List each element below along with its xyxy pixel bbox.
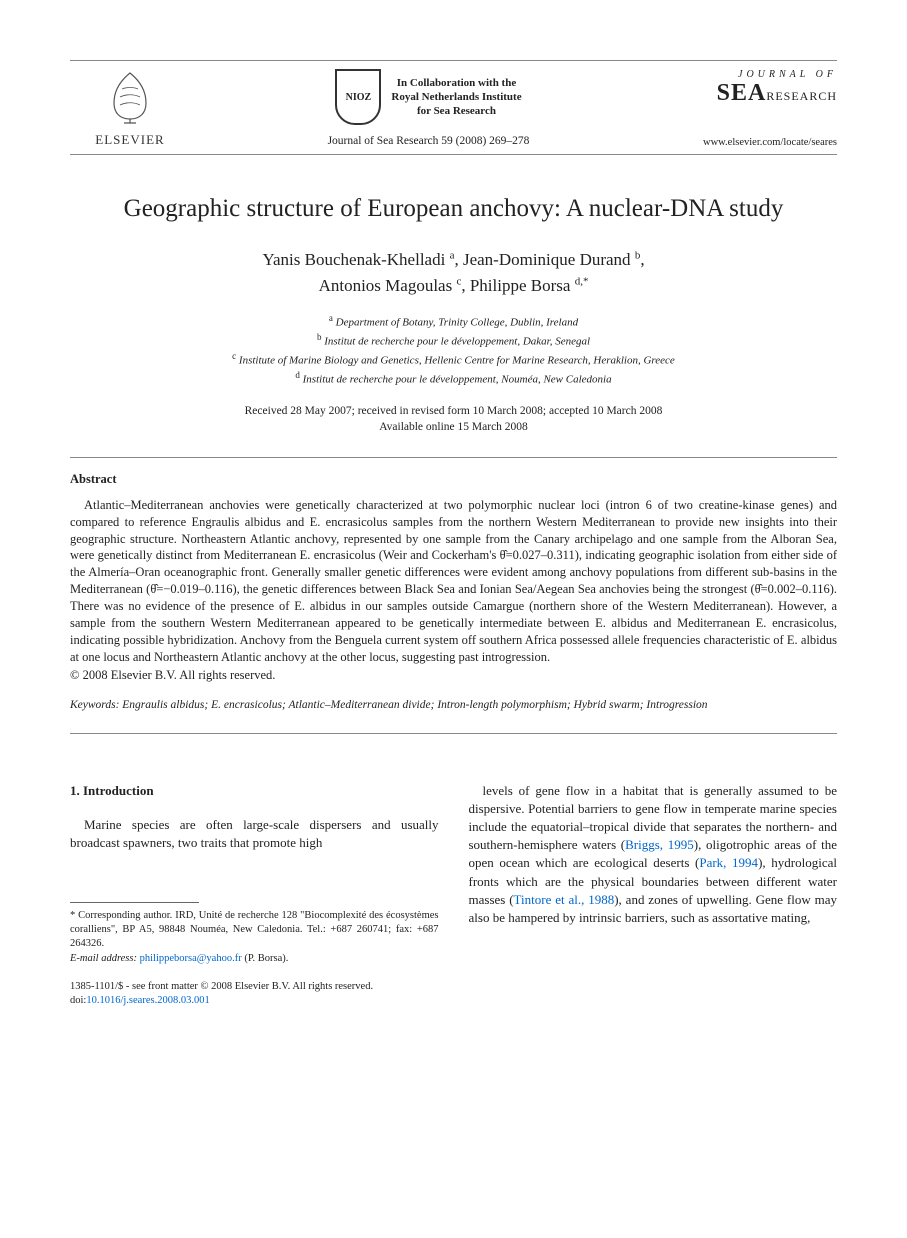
email-link[interactable]: philippeborsa@yahoo.fr xyxy=(140,953,242,964)
abstract-body: Atlantic–Mediterranean anchovies were ge… xyxy=(70,497,837,666)
author-1: Yanis Bouchenak-Khelladi xyxy=(262,250,449,269)
nioz-row: NIOZ In Collaboration with the Royal Net… xyxy=(200,69,657,125)
abstract-copyright: © 2008 Elsevier B.V. All rights reserved… xyxy=(70,668,837,683)
affil-c: Institute of Marine Biology and Genetics… xyxy=(239,355,675,367)
doi-label: doi: xyxy=(70,995,86,1006)
rule-above-abstract xyxy=(70,457,837,458)
email-suffix: (P. Borsa). xyxy=(242,953,289,964)
intro-col1-p1: Marine species are often large-scale dis… xyxy=(70,816,439,852)
author-sep3: , Philippe Borsa xyxy=(461,276,574,295)
doi-link[interactable]: 10.1016/j.seares.2008.03.001 xyxy=(86,995,209,1006)
collab-text: In Collaboration with the Royal Netherla… xyxy=(391,76,521,119)
article-dates: Received 28 May 2007; received in revise… xyxy=(70,403,837,435)
elsevier-tree-icon xyxy=(100,69,160,132)
column-left: 1. Introduction Marine species are often… xyxy=(70,782,439,1009)
affil-a: Department of Botany, Trinity College, D… xyxy=(336,317,579,329)
intro-heading: 1. Introduction xyxy=(70,782,439,800)
rule-below-keywords xyxy=(70,733,837,734)
journal-url: www.elsevier.com/locate/seares xyxy=(667,137,837,148)
issn-line: 1385-1101/$ - see front matter © 2008 El… xyxy=(70,980,439,994)
journal-brand-top: JOURNAL OF xyxy=(667,69,837,80)
article-title: Geographic structure of European anchovy… xyxy=(70,195,837,223)
corr-text: * Corresponding author. IRD, Unité de re… xyxy=(70,910,439,949)
collab-line1: In Collaboration with the xyxy=(391,76,521,90)
author-4-sup: d, xyxy=(575,275,583,287)
journal-logo: JOURNAL OF SEARESEARCH www.elsevier.com/… xyxy=(667,69,837,148)
email-label: E-mail address: xyxy=(70,953,137,964)
header-row: ELSEVIER NIOZ In Collaboration with the … xyxy=(70,60,837,155)
author-star: * xyxy=(583,275,589,287)
nioz-logo-icon: NIOZ xyxy=(335,69,381,125)
page: ELSEVIER NIOZ In Collaboration with the … xyxy=(0,0,907,1048)
authors: Yanis Bouchenak-Khelladi a, Jean-Dominiq… xyxy=(70,247,837,298)
footnote-rule xyxy=(70,902,199,903)
keywords: Keywords: Engraulis albidus; E. encrasic… xyxy=(70,699,837,711)
affil-b: Institut de recherche pour le développem… xyxy=(324,336,590,348)
publisher-name: ELSEVIER xyxy=(95,132,164,148)
journal-brand-suffix: RESEARCH xyxy=(766,89,837,103)
body-columns: 1. Introduction Marine species are often… xyxy=(70,782,837,1009)
affil-d: Institut de recherche pour le développem… xyxy=(303,374,612,386)
center-header: NIOZ In Collaboration with the Royal Net… xyxy=(190,69,667,147)
intro-col2-p1: levels of gene flow in a habitat that is… xyxy=(469,782,838,928)
abstract-heading: Abstract xyxy=(70,472,837,487)
keywords-label: Keywords: xyxy=(70,699,119,711)
column-right: levels of gene flow in a habitat that is… xyxy=(469,782,838,1009)
author-sep1: , Jean-Dominique Durand xyxy=(454,250,634,269)
journal-brand-mid: SEA xyxy=(717,80,767,106)
collab-line3: for Sea Research xyxy=(391,104,521,118)
author-3: Antonios Magoulas xyxy=(319,276,457,295)
collab-line2: Royal Netherlands Institute xyxy=(391,90,521,104)
dates-line2: Available online 15 March 2008 xyxy=(70,419,837,435)
ref-briggs-1995[interactable]: Briggs, 1995 xyxy=(625,837,694,852)
keywords-text: Engraulis albidus; E. encrasicolus; Atla… xyxy=(119,699,707,711)
author-sep2: , xyxy=(640,250,644,269)
dates-line1: Received 28 May 2007; received in revise… xyxy=(70,403,837,419)
bottom-bar: 1385-1101/$ - see front matter © 2008 El… xyxy=(70,980,439,1008)
journal-reference: Journal of Sea Research 59 (2008) 269–27… xyxy=(200,135,657,147)
ref-tintore-1988[interactable]: Tintore et al., 1988 xyxy=(514,892,615,907)
ref-park-1994[interactable]: Park, 1994 xyxy=(699,855,758,870)
corresponding-footnote: * Corresponding author. IRD, Unité de re… xyxy=(70,909,439,966)
nioz-logo-text: NIOZ xyxy=(346,92,372,103)
affiliations: a Department of Botany, Trinity College,… xyxy=(70,312,837,389)
publisher-block: ELSEVIER xyxy=(70,69,190,148)
